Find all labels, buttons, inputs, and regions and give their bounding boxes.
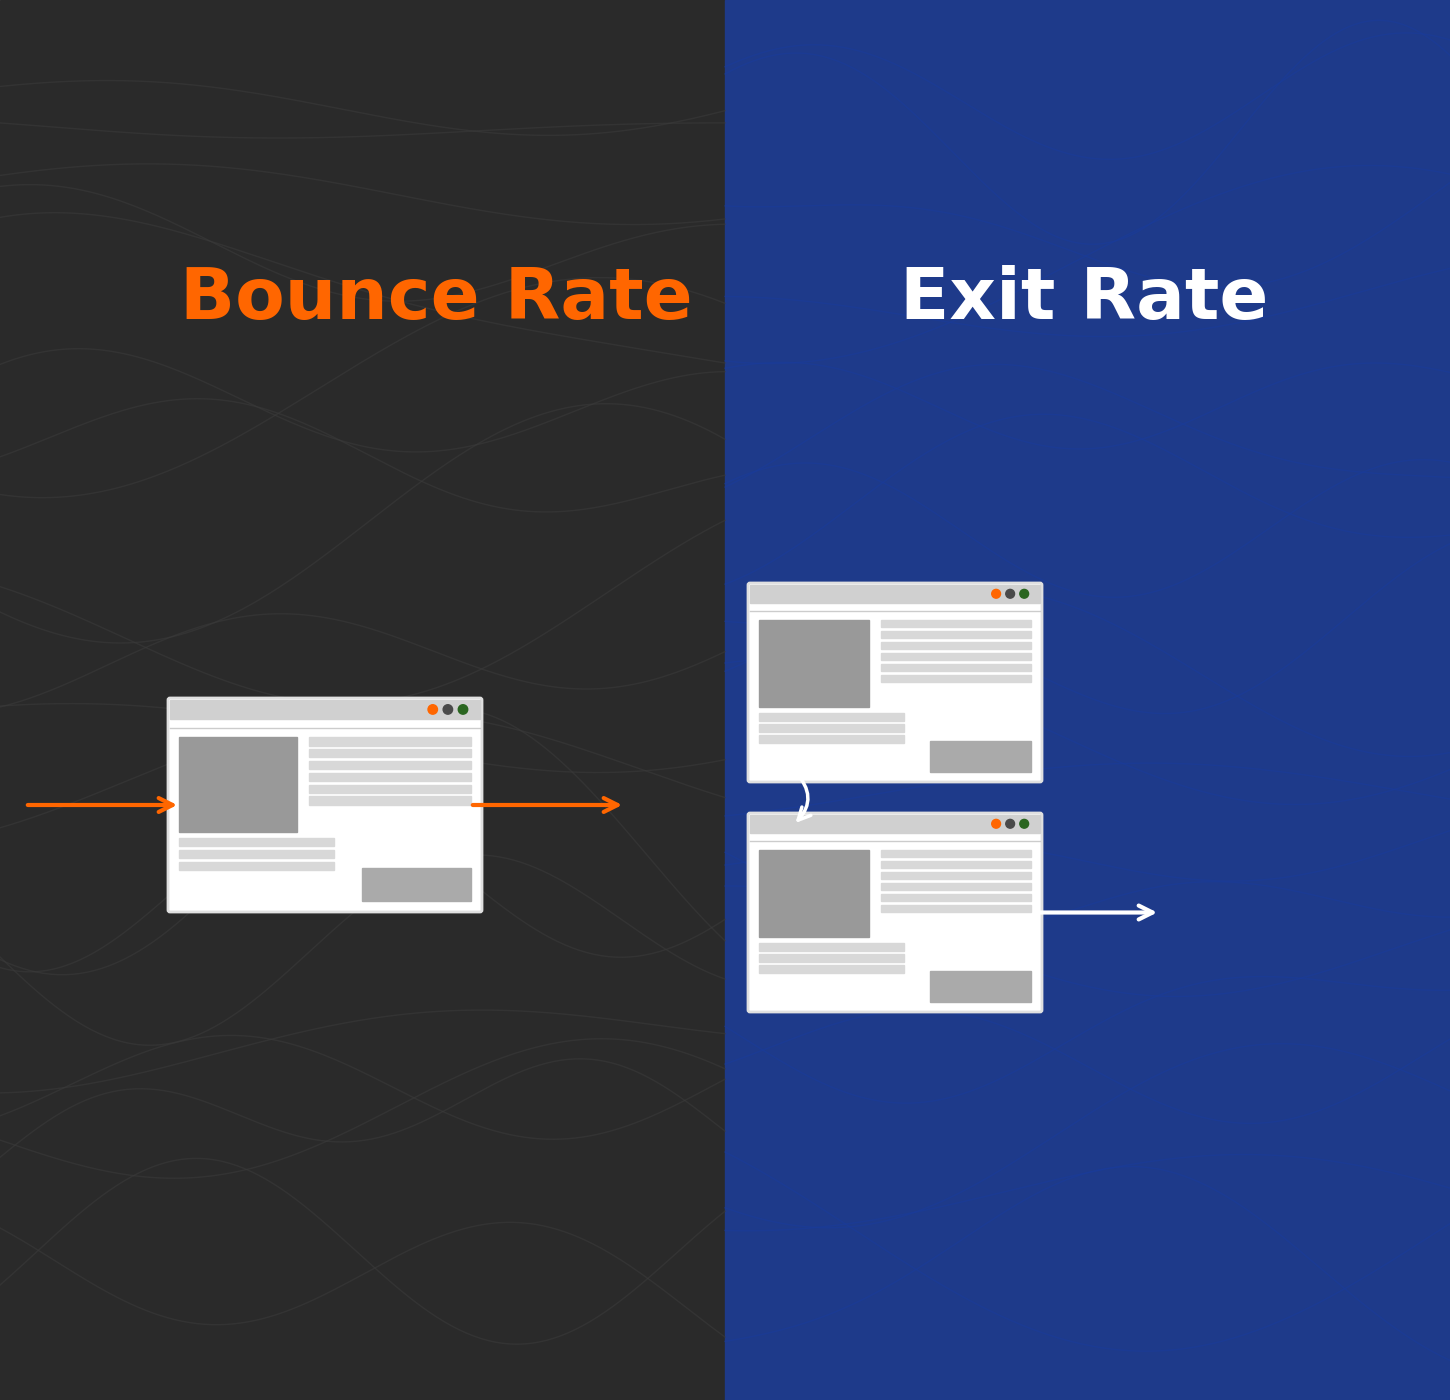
Bar [309, 784, 471, 792]
FancyBboxPatch shape [748, 582, 1043, 783]
Bar [758, 735, 903, 743]
Bar [180, 862, 335, 869]
Bar [880, 893, 1031, 902]
Bar [309, 738, 471, 746]
FancyBboxPatch shape [748, 813, 1043, 1012]
FancyBboxPatch shape [168, 699, 481, 911]
Bar [758, 620, 869, 707]
Bar [0, 0, 725, 1400]
Bar [725, 0, 1450, 1400]
Circle shape [1019, 819, 1028, 829]
Bar [758, 955, 903, 962]
Bar [170, 700, 480, 720]
Bar [929, 972, 1031, 1001]
Bar [880, 675, 1031, 682]
Bar [880, 872, 1031, 879]
Bar [758, 724, 903, 732]
Bar [309, 762, 471, 769]
Bar [362, 868, 471, 902]
Bar [880, 620, 1031, 627]
Bar [750, 585, 1040, 602]
Bar [758, 966, 903, 973]
Bar [880, 882, 1031, 890]
Bar [880, 904, 1031, 913]
Circle shape [992, 819, 1000, 829]
Text: Bounce Rate: Bounce Rate [180, 266, 693, 335]
Bar [309, 797, 471, 805]
Bar [929, 741, 1031, 771]
Bar [758, 944, 903, 951]
Bar [309, 749, 471, 757]
Bar [180, 738, 297, 832]
Bar [880, 850, 1031, 857]
Circle shape [992, 589, 1000, 598]
Circle shape [458, 704, 468, 714]
Bar [758, 714, 903, 721]
Bar [750, 815, 1040, 833]
Circle shape [1006, 819, 1015, 829]
Bar [880, 861, 1031, 868]
Bar [880, 641, 1031, 650]
Bar [180, 839, 335, 847]
Circle shape [428, 704, 438, 714]
Bar [180, 850, 335, 858]
Text: Exit Rate: Exit Rate [900, 266, 1269, 335]
Bar [880, 652, 1031, 661]
Bar [309, 773, 471, 781]
Bar [880, 664, 1031, 671]
Circle shape [444, 704, 452, 714]
Circle shape [1006, 589, 1015, 598]
Circle shape [1019, 589, 1028, 598]
Bar [880, 631, 1031, 638]
Bar [758, 850, 869, 938]
